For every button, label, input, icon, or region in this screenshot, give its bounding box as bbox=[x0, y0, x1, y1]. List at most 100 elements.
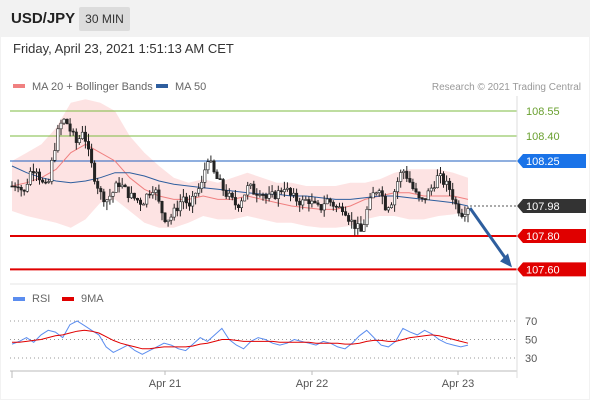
x-tick-label: Apr 22 bbox=[296, 378, 328, 390]
candle bbox=[56, 124, 60, 153]
candle bbox=[350, 212, 354, 229]
candle-body bbox=[402, 170, 406, 173]
candle-body bbox=[322, 203, 326, 211]
candle bbox=[374, 191, 378, 196]
candle bbox=[368, 193, 372, 211]
candle-body bbox=[316, 202, 320, 205]
candle bbox=[463, 206, 467, 222]
candle bbox=[77, 135, 81, 145]
candle bbox=[322, 195, 326, 217]
candle bbox=[80, 126, 84, 140]
candle bbox=[175, 200, 179, 217]
candle bbox=[435, 169, 439, 189]
candle bbox=[423, 198, 427, 204]
candle bbox=[454, 196, 458, 210]
candle-body bbox=[178, 201, 182, 212]
candle bbox=[136, 197, 140, 204]
candle-body bbox=[163, 212, 167, 222]
candle-body bbox=[295, 192, 299, 202]
candle-body bbox=[25, 184, 29, 192]
candle-body bbox=[451, 189, 455, 200]
level-tag-108.25 bbox=[517, 154, 586, 169]
candle-body bbox=[325, 198, 329, 205]
candle-body bbox=[209, 160, 213, 163]
candle-body bbox=[380, 190, 384, 197]
candle-body bbox=[432, 187, 436, 189]
candle bbox=[178, 194, 182, 217]
candle bbox=[230, 191, 234, 201]
candle-body bbox=[184, 196, 188, 204]
candle-body bbox=[233, 197, 237, 206]
candle bbox=[288, 187, 292, 202]
candle-body bbox=[65, 118, 69, 125]
candle-body bbox=[175, 207, 179, 212]
ma20-legend-swatch bbox=[13, 84, 25, 88]
candle bbox=[123, 183, 127, 188]
candle bbox=[285, 182, 289, 192]
candle bbox=[65, 118, 69, 125]
candle bbox=[258, 190, 262, 198]
candle-body bbox=[96, 181, 100, 189]
candle-body bbox=[371, 192, 375, 199]
candle-body bbox=[13, 185, 17, 188]
candle-body bbox=[44, 181, 48, 184]
candle bbox=[243, 194, 247, 202]
candle-body bbox=[261, 194, 265, 196]
candle-body bbox=[28, 171, 32, 185]
candle bbox=[353, 219, 357, 236]
candle-body bbox=[59, 122, 63, 130]
candle-body bbox=[132, 192, 136, 199]
candle-body bbox=[441, 173, 445, 185]
candle bbox=[111, 191, 115, 203]
candle bbox=[298, 197, 302, 212]
candle bbox=[432, 181, 436, 192]
candle-body bbox=[169, 216, 173, 221]
x-axis: Apr 21 Apr 22 Apr 23 bbox=[11, 371, 474, 390]
candle-body bbox=[142, 203, 146, 206]
forecast-arrow bbox=[468, 207, 512, 268]
candle-body bbox=[10, 185, 14, 188]
candle bbox=[206, 158, 210, 174]
candle bbox=[466, 206, 470, 223]
candle bbox=[319, 204, 323, 213]
candle bbox=[160, 200, 164, 221]
candle-body bbox=[267, 193, 271, 199]
level-label-107.98: 107.98 bbox=[526, 201, 560, 213]
candle-body bbox=[353, 219, 357, 229]
candle-body bbox=[258, 194, 262, 196]
timeframe-badge[interactable]: 30 MIN bbox=[79, 7, 130, 31]
candle-body bbox=[188, 202, 192, 207]
candle bbox=[377, 188, 381, 197]
candle-body bbox=[276, 190, 280, 200]
candle bbox=[386, 206, 390, 213]
level-label-108.55: 108.55 bbox=[526, 106, 560, 118]
candle-body bbox=[102, 191, 106, 203]
candle bbox=[10, 181, 14, 188]
candle bbox=[279, 187, 283, 195]
candle bbox=[218, 174, 222, 180]
candle bbox=[13, 182, 17, 192]
candle bbox=[169, 213, 173, 225]
candle bbox=[340, 202, 344, 216]
rsi-pane: 70 50 30 bbox=[10, 316, 537, 365]
ma20-legend-label: MA 20 + Bollinger Bands bbox=[32, 81, 153, 93]
candle-body bbox=[429, 187, 433, 192]
candle bbox=[270, 185, 274, 198]
candle bbox=[41, 177, 45, 184]
candle-body bbox=[460, 212, 464, 217]
candle-body bbox=[215, 171, 219, 179]
candle bbox=[313, 197, 317, 204]
forecast-arrow-shaft bbox=[468, 207, 509, 262]
candle bbox=[191, 191, 195, 213]
candle bbox=[99, 186, 103, 200]
candle bbox=[331, 200, 335, 211]
symbol-title: USD/JPY bbox=[11, 10, 76, 27]
candle-body bbox=[34, 171, 38, 174]
candle-body bbox=[111, 192, 115, 197]
candle-body bbox=[105, 199, 109, 203]
ma9-legend-label: 9MA bbox=[81, 293, 104, 305]
candle-body bbox=[246, 185, 250, 196]
candle-body bbox=[463, 214, 467, 217]
x-tick-label: Apr 23 bbox=[442, 378, 474, 390]
candle-body bbox=[368, 197, 372, 210]
